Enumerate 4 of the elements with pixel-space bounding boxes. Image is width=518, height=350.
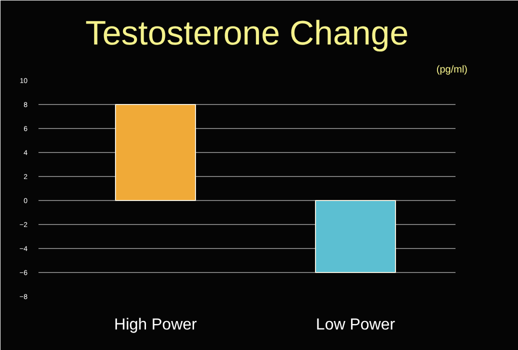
chart-title: Testosterone Change xyxy=(85,14,409,52)
x-tick-label: Low Power xyxy=(316,316,396,334)
x-tick-label: High Power xyxy=(114,316,198,334)
chart-subtitle: (pg/ml) xyxy=(436,64,468,76)
